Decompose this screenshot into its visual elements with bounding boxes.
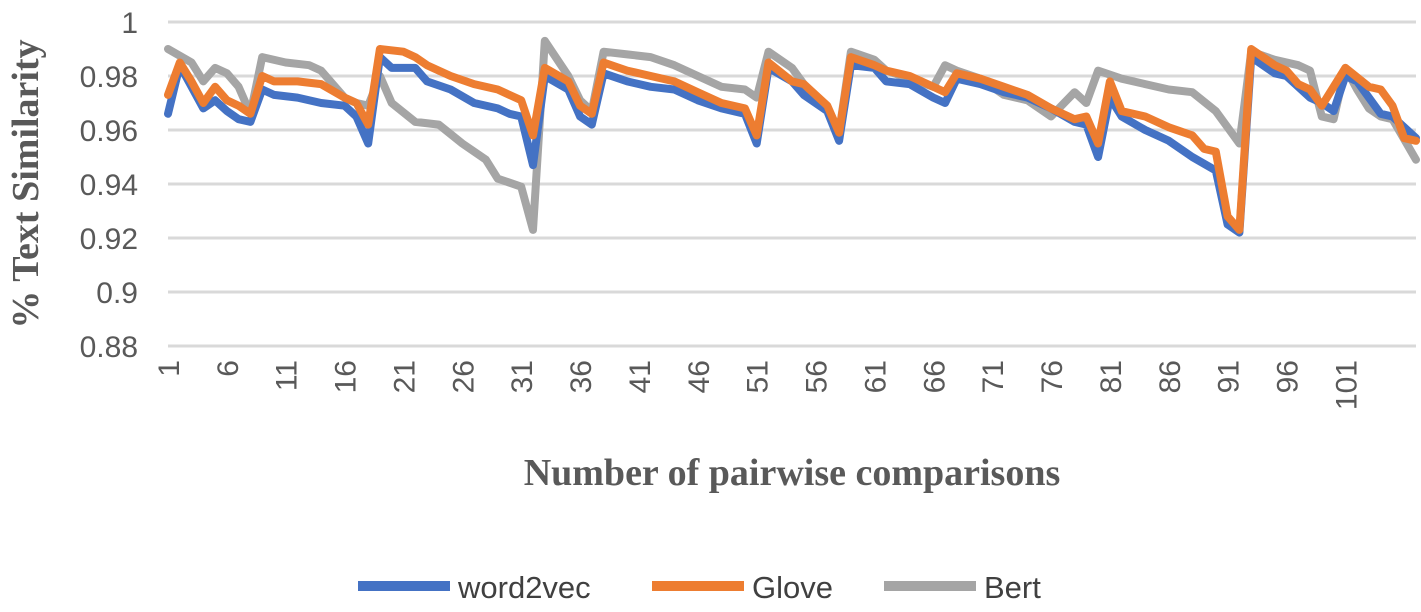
x-tick-label: 36 — [565, 360, 598, 393]
legend-label-bert: Bert — [984, 570, 1041, 605]
x-tick-label: 101 — [1330, 360, 1363, 410]
x-tick-label: 66 — [918, 360, 951, 393]
series-line-glove — [164, 45, 1420, 234]
x-tick-label: 51 — [742, 360, 775, 393]
y-tick-label: 0.98 — [80, 61, 138, 94]
x-tick-label: 41 — [624, 360, 657, 393]
legend-label-word2vec: word2vec — [457, 570, 591, 605]
x-tick-label: 86 — [1154, 360, 1187, 393]
x-tick-label: 46 — [683, 360, 716, 393]
x-tick-label: 21 — [388, 360, 421, 393]
y-tick-label: 1 — [121, 7, 138, 40]
x-tick-label: 26 — [447, 360, 480, 393]
y-axis-title: % Text Similarity — [5, 39, 47, 328]
y-tick-label: 0.9 — [96, 277, 138, 310]
x-tick-label: 76 — [1036, 360, 1069, 393]
y-axis-ticks: 0.88 0.9 0.92 0.94 0.96 0.98 1 — [80, 7, 138, 364]
x-tick-label: 56 — [801, 360, 834, 393]
x-tick-label: 11 — [271, 360, 304, 391]
x-tick-label: 96 — [1271, 360, 1304, 393]
y-tick-label: 0.94 — [80, 169, 138, 202]
x-axis-title: Number of pairwise comparisons — [524, 452, 1061, 494]
x-tick-label: 71 — [977, 360, 1010, 393]
x-tick-label: 91 — [1213, 360, 1246, 393]
x-axis-ticks: 1 6 11 16 21 26 31 36 41 46 51 56 61 66 71 76 81 86 91 96 10… — [153, 360, 1363, 410]
y-tick-label: 0.88 — [80, 331, 138, 364]
x-tick-label: 31 — [506, 360, 539, 393]
series-lines — [164, 36, 1420, 237]
legend: word2vec Glove Bert — [358, 570, 1041, 605]
x-tick-label: 81 — [1095, 360, 1128, 393]
y-tick-label: 0.92 — [80, 223, 138, 256]
y-tick-label: 0.96 — [80, 115, 138, 148]
x-tick-label: 1 — [153, 360, 186, 377]
x-tick-label: 16 — [330, 360, 363, 393]
legend-label-glove: Glove — [752, 570, 833, 605]
x-tick-label: 6 — [212, 360, 245, 377]
x-tick-label: 61 — [859, 360, 892, 393]
